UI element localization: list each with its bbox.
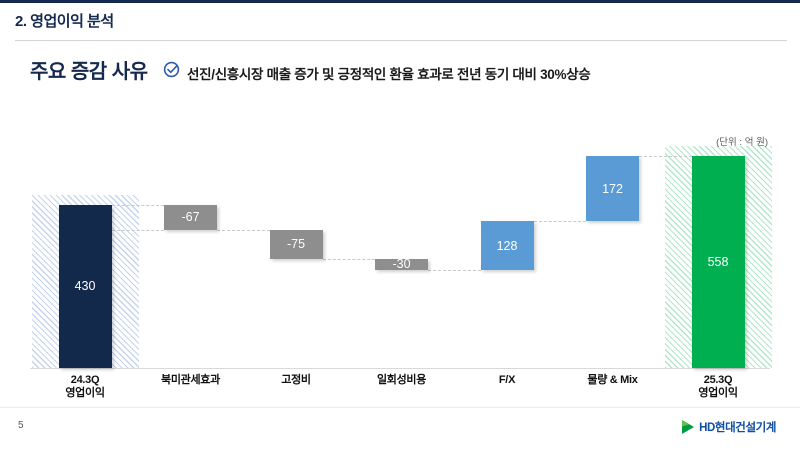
category-label-1: 북미관세효과 bbox=[139, 374, 243, 387]
connector-line bbox=[217, 230, 270, 232]
page-title: 2. 영업이익 분석 bbox=[15, 13, 114, 30]
footer-divider bbox=[0, 407, 800, 408]
category-label-2: 고정비 bbox=[244, 374, 348, 387]
category-label-5: 물량 & Mix bbox=[561, 374, 665, 387]
bar-value-label: 128 bbox=[496, 238, 518, 253]
waterfall-bar-5: 172 bbox=[586, 155, 639, 222]
category-label-line: 24.3Q bbox=[70, 374, 100, 386]
page-number: 5 bbox=[18, 420, 24, 431]
callout-text: 선진/신흥시장 매출 증가 및 긍정적인 환율 효과로 전년 동기 대비 30%… bbox=[187, 67, 591, 82]
category-label-line: 고정비 bbox=[281, 374, 311, 386]
title-divider bbox=[15, 40, 787, 41]
chart-baseline bbox=[30, 368, 770, 369]
category-label-line: 물량 & Mix bbox=[587, 374, 638, 386]
company-logo: HD현대건설기계 bbox=[681, 419, 776, 435]
waterfall-bar-6: 558 bbox=[691, 155, 745, 368]
category-label-4: F/X bbox=[455, 374, 559, 387]
check-circle-icon bbox=[163, 61, 180, 78]
bar-value-label: 558 bbox=[707, 254, 729, 269]
connector-line bbox=[322, 258, 375, 260]
connector-line bbox=[533, 221, 586, 223]
top-border bbox=[0, 0, 800, 3]
connector-line bbox=[111, 230, 164, 232]
connector-line bbox=[111, 204, 164, 206]
category-label-3: 일회성비용 bbox=[350, 374, 454, 387]
waterfall-bar-1: -67 bbox=[164, 204, 217, 231]
logo-arrow-icon bbox=[682, 420, 695, 434]
category-label-line: 영업이익 bbox=[698, 387, 738, 399]
connector-line bbox=[428, 269, 481, 271]
category-label-line: F/X bbox=[498, 374, 516, 386]
bar-value-label: 172 bbox=[602, 181, 623, 196]
bar-value-label: -30 bbox=[392, 257, 411, 272]
category-label-line: 25.3Q bbox=[703, 374, 733, 386]
bar-value-label: -75 bbox=[286, 237, 306, 252]
connector-line bbox=[639, 155, 692, 157]
waterfall-bar-2: -75 bbox=[269, 230, 323, 259]
section-heading: 주요 증감 사유 bbox=[30, 61, 148, 83]
category-label-0: 24.3Q 영업이익 bbox=[33, 374, 137, 400]
bar-value-label: 430 bbox=[74, 279, 96, 294]
category-label-line: 북미관세효과 bbox=[161, 374, 220, 386]
waterfall-bar-3: -30 bbox=[375, 257, 428, 272]
category-label-6: 25.3Q 영업이익 bbox=[666, 374, 770, 400]
logo-text: HD현대건설기계 bbox=[699, 422, 776, 434]
unit-label: (단위 : 억 원) bbox=[716, 137, 768, 148]
category-label-line: 일회성비용 bbox=[376, 374, 427, 386]
category-label-line: 영업이익 bbox=[65, 387, 105, 399]
waterfall-bar-4: 128 bbox=[480, 221, 534, 270]
waterfall-bar-0: 430 bbox=[58, 204, 112, 368]
bar-value-label: -67 bbox=[181, 210, 200, 225]
